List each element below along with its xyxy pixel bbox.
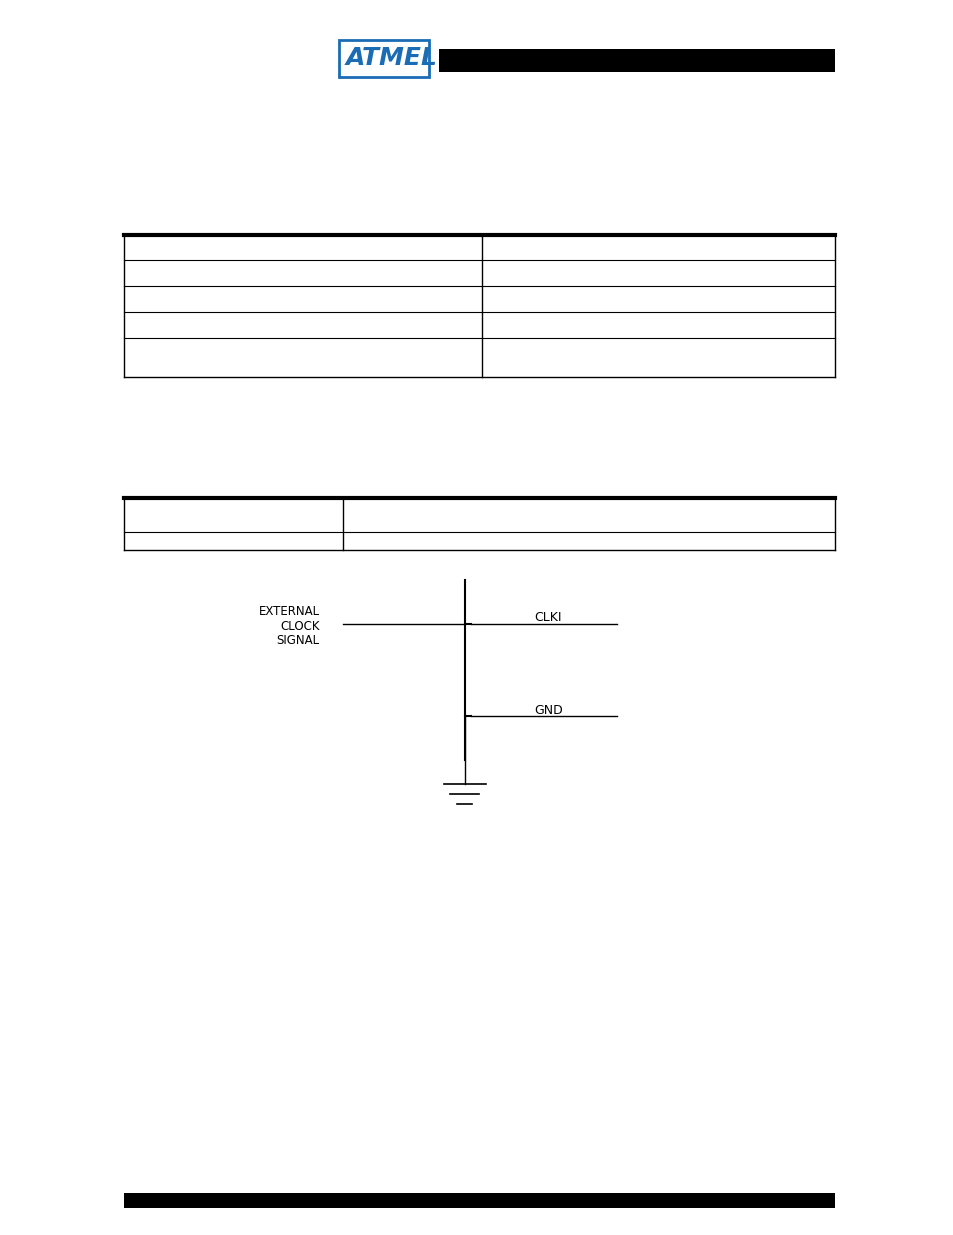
Bar bbox=[124, 1193, 834, 1208]
Text: EXTERNAL: EXTERNAL bbox=[258, 605, 319, 618]
Text: CLKI: CLKI bbox=[534, 611, 561, 624]
Text: CLOCK: CLOCK bbox=[280, 620, 319, 632]
Bar bbox=[438, 49, 834, 72]
Text: GND: GND bbox=[534, 704, 562, 716]
Text: ATMEL: ATMEL bbox=[345, 46, 436, 70]
Bar bbox=[338, 40, 429, 77]
Text: SIGNAL: SIGNAL bbox=[276, 635, 319, 647]
